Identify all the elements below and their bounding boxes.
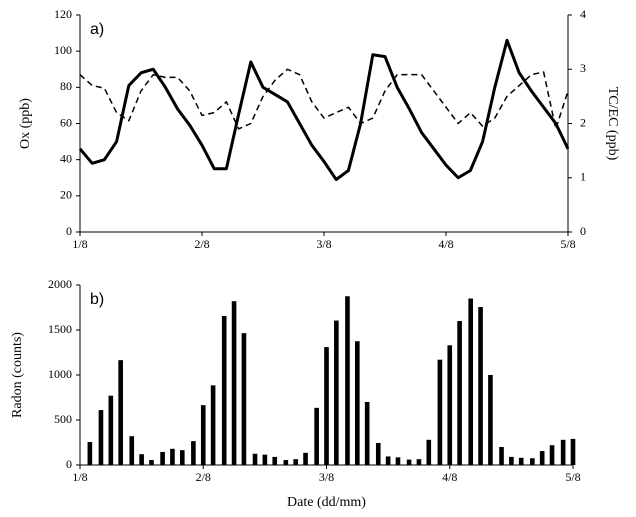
bar [355,341,360,465]
bar [118,360,123,465]
bar [272,456,278,465]
data-line [78,38,570,182]
y-tick-label: 80 [60,79,72,93]
y-tick-label: 60 [60,115,72,129]
bar [499,447,504,465]
bar [334,320,339,465]
bar [283,460,289,465]
bar [549,445,555,465]
bar [314,407,319,465]
y-tick-label: 0 [66,224,72,238]
bar [129,436,135,465]
y-tick-label: 1500 [48,322,72,336]
bar [87,442,93,465]
bar [395,457,401,465]
bar [200,405,206,465]
y-tick-label: 0 [66,457,72,471]
x-tick-label: 1/8 [72,470,87,484]
bar [406,459,412,465]
x-tick-label: 5/8 [560,237,575,251]
y-axis-label: Ox (ppb) [18,98,33,149]
bar [488,375,493,465]
y-tick-label: 40 [60,151,72,165]
bar [457,321,462,465]
x-tick-label: 4/8 [442,470,457,484]
y2-tick-label: 0 [580,224,586,238]
y-tick-label: 1000 [48,367,72,381]
bar [170,448,175,465]
bar [160,451,165,465]
y-tick-label: 20 [60,188,72,202]
bar [179,450,185,465]
y-tick-label: 100 [54,43,72,57]
y-axis-label: Radon (counts) [10,332,25,418]
bar [509,456,514,465]
bar [478,307,483,465]
x-tick-label: 2/8 [196,470,211,484]
bar [210,385,216,465]
bar [468,298,474,465]
y2-axis-label: TC/EC (ppb) [605,87,620,161]
bar [293,459,298,465]
bar [149,460,154,465]
y-tick-label: 120 [54,7,72,21]
y-tick-label: 2000 [48,277,72,291]
y2-tick-label: 4 [580,7,586,21]
bar [437,359,443,465]
bar [447,345,453,465]
bar [262,454,268,465]
bar [303,452,308,465]
y2-tick-label: 2 [580,115,586,129]
y-tick-label: 500 [54,412,72,426]
data-line [79,68,569,130]
bar [98,410,104,465]
x-tick-label: 3/8 [319,470,334,484]
bar [518,457,524,465]
x-tick-label: 1/8 [72,237,87,251]
bar [570,438,576,465]
bar [416,459,422,465]
y2-tick-label: 3 [580,61,586,75]
bar [252,453,258,465]
bar [108,395,114,465]
bar [139,454,144,465]
x-axis-label: Date (dd/mm) [287,495,366,510]
bar [324,347,329,465]
bar [231,301,237,465]
panel-label: a) [90,21,104,38]
bar [560,439,566,465]
bar [345,296,350,465]
bar [241,333,247,465]
y2-tick-label: 1 [580,170,586,184]
bar [539,451,545,465]
panel-label: b) [90,291,104,308]
bar [191,441,196,465]
bar [530,458,535,465]
x-tick-label: 2/8 [194,237,209,251]
x-tick-label: 4/8 [438,237,453,251]
x-tick-label: 5/8 [565,470,580,484]
bar [385,456,391,465]
bar [221,316,227,465]
x-tick-label: 3/8 [316,237,331,251]
bar [364,402,370,465]
bar [375,442,381,465]
bar [426,439,432,465]
